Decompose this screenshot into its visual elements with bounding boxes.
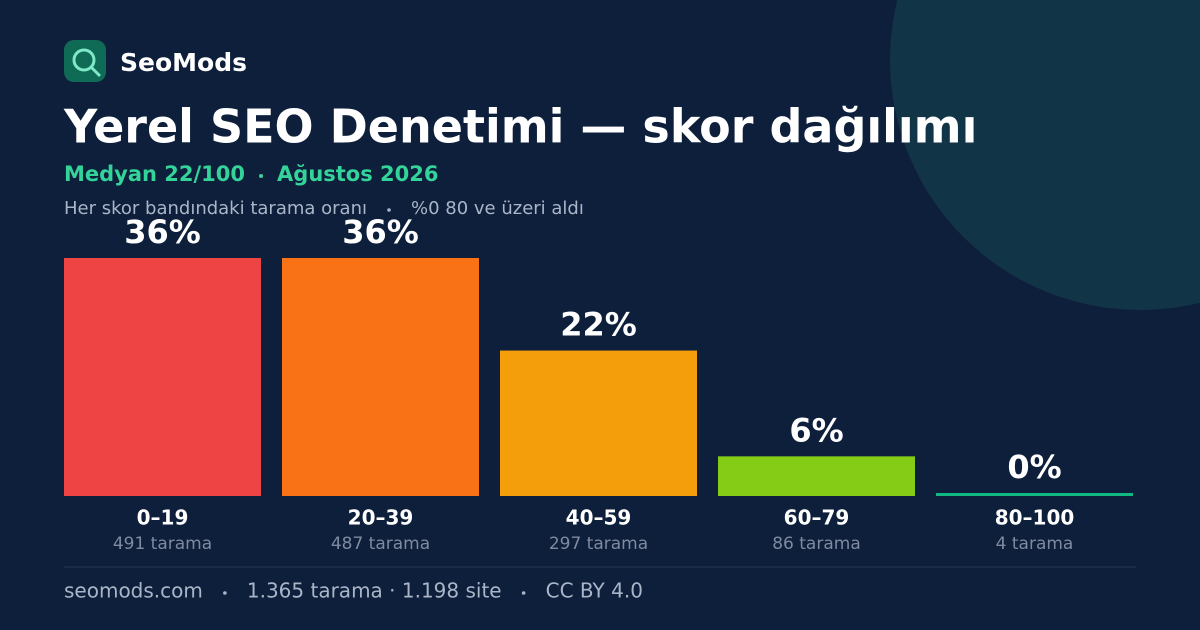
value-label: 36%	[124, 213, 201, 251]
x-tick-label: 0–19	[137, 506, 189, 530]
separator	[387, 208, 391, 212]
x-tick-label: 80–100	[995, 506, 1075, 530]
value-label: 36%	[342, 213, 419, 251]
bar	[718, 456, 915, 496]
separator	[223, 591, 227, 595]
bar-sublabel: 297 tarama	[549, 534, 648, 554]
subtitle: Medyan 22/100	[64, 162, 245, 186]
footer-text: 1.365 tarama · 1.198 site	[247, 579, 502, 603]
bar	[936, 493, 1133, 496]
description: Her skor bandındaki tarama oranı	[64, 198, 367, 219]
bar-sublabel: 4 tarama	[996, 534, 1074, 554]
footer-text: seomods.com	[64, 579, 203, 603]
chart-title: Yerel SEO Denetimi — skor dağılımı	[63, 100, 977, 154]
bar-sublabel: 86 tarama	[772, 534, 861, 554]
logo-lens	[72, 48, 96, 72]
subtitle: Ağustos 2026	[277, 162, 438, 186]
value-label: 22%	[560, 306, 637, 344]
bar	[64, 258, 261, 496]
x-tick-label: 60–79	[784, 506, 850, 530]
x-tick-label: 40–59	[566, 506, 632, 530]
logo	[64, 40, 106, 82]
separator	[259, 174, 264, 178]
logo-handle	[89, 65, 102, 78]
bar-sublabel: 487 tarama	[331, 534, 430, 554]
separator	[521, 591, 526, 595]
value-label: 0%	[1007, 448, 1061, 486]
value-label: 6%	[789, 411, 843, 449]
bar	[500, 350, 697, 496]
footer-text: CC BY 4.0	[546, 579, 643, 603]
bar-sublabel: 491 tarama	[113, 534, 212, 554]
bar	[282, 258, 479, 496]
description: %0 80 ve üzeri aldı	[411, 198, 584, 219]
brand: SeoMods	[120, 48, 247, 77]
decor-circle	[890, 0, 1200, 310]
x-tick-label: 20–39	[348, 506, 414, 530]
